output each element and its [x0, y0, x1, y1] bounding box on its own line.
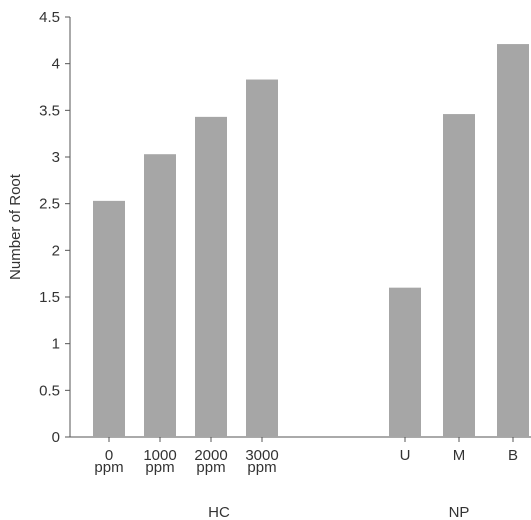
group-label: NP	[449, 504, 470, 520]
y-axis: 0 0.5 1 1.5 2 2.5 3 3.5 4 4.5	[39, 9, 71, 446]
y-tick-label: 2	[52, 242, 60, 259]
bar	[93, 200, 125, 437]
y-tick-label: 1.5	[39, 289, 60, 306]
bar	[195, 116, 227, 437]
x-tick-label: 2000	[194, 447, 227, 464]
x-tick-label: U	[400, 447, 411, 464]
bar	[443, 114, 475, 438]
y-tick-label: 3.5	[39, 102, 60, 119]
y-tick-label: 4	[52, 56, 60, 73]
y-axis-title: Number of Root	[7, 173, 24, 280]
bars	[93, 44, 529, 438]
x-tick-label-line2: ppm	[196, 459, 225, 476]
bar	[497, 44, 529, 438]
x-tick-label: 0	[105, 447, 113, 464]
group-labels: HC NP	[208, 504, 469, 520]
x-tick-label-line2: ppm	[145, 459, 174, 476]
x-tick-label: B	[508, 447, 518, 464]
y-tick-label: 1	[52, 336, 60, 353]
y-tick-label: 0.5	[39, 382, 60, 399]
y-tick-label: 3	[52, 149, 60, 166]
x-tick-label: 3000	[245, 447, 278, 464]
x-tick-label: 1000	[143, 447, 176, 464]
y-tick-label: 0	[52, 429, 60, 446]
y-tick-label: 4.5	[39, 9, 60, 26]
bar	[246, 79, 278, 438]
x-tick-label: M	[453, 447, 466, 464]
x-tick-label-line2: ppm	[94, 459, 123, 476]
bar	[144, 154, 176, 437]
x-tick-label-line2: ppm	[247, 459, 276, 476]
bar	[389, 287, 421, 437]
group-label: HC	[208, 504, 230, 520]
y-tick-label: 2.5	[39, 196, 60, 213]
